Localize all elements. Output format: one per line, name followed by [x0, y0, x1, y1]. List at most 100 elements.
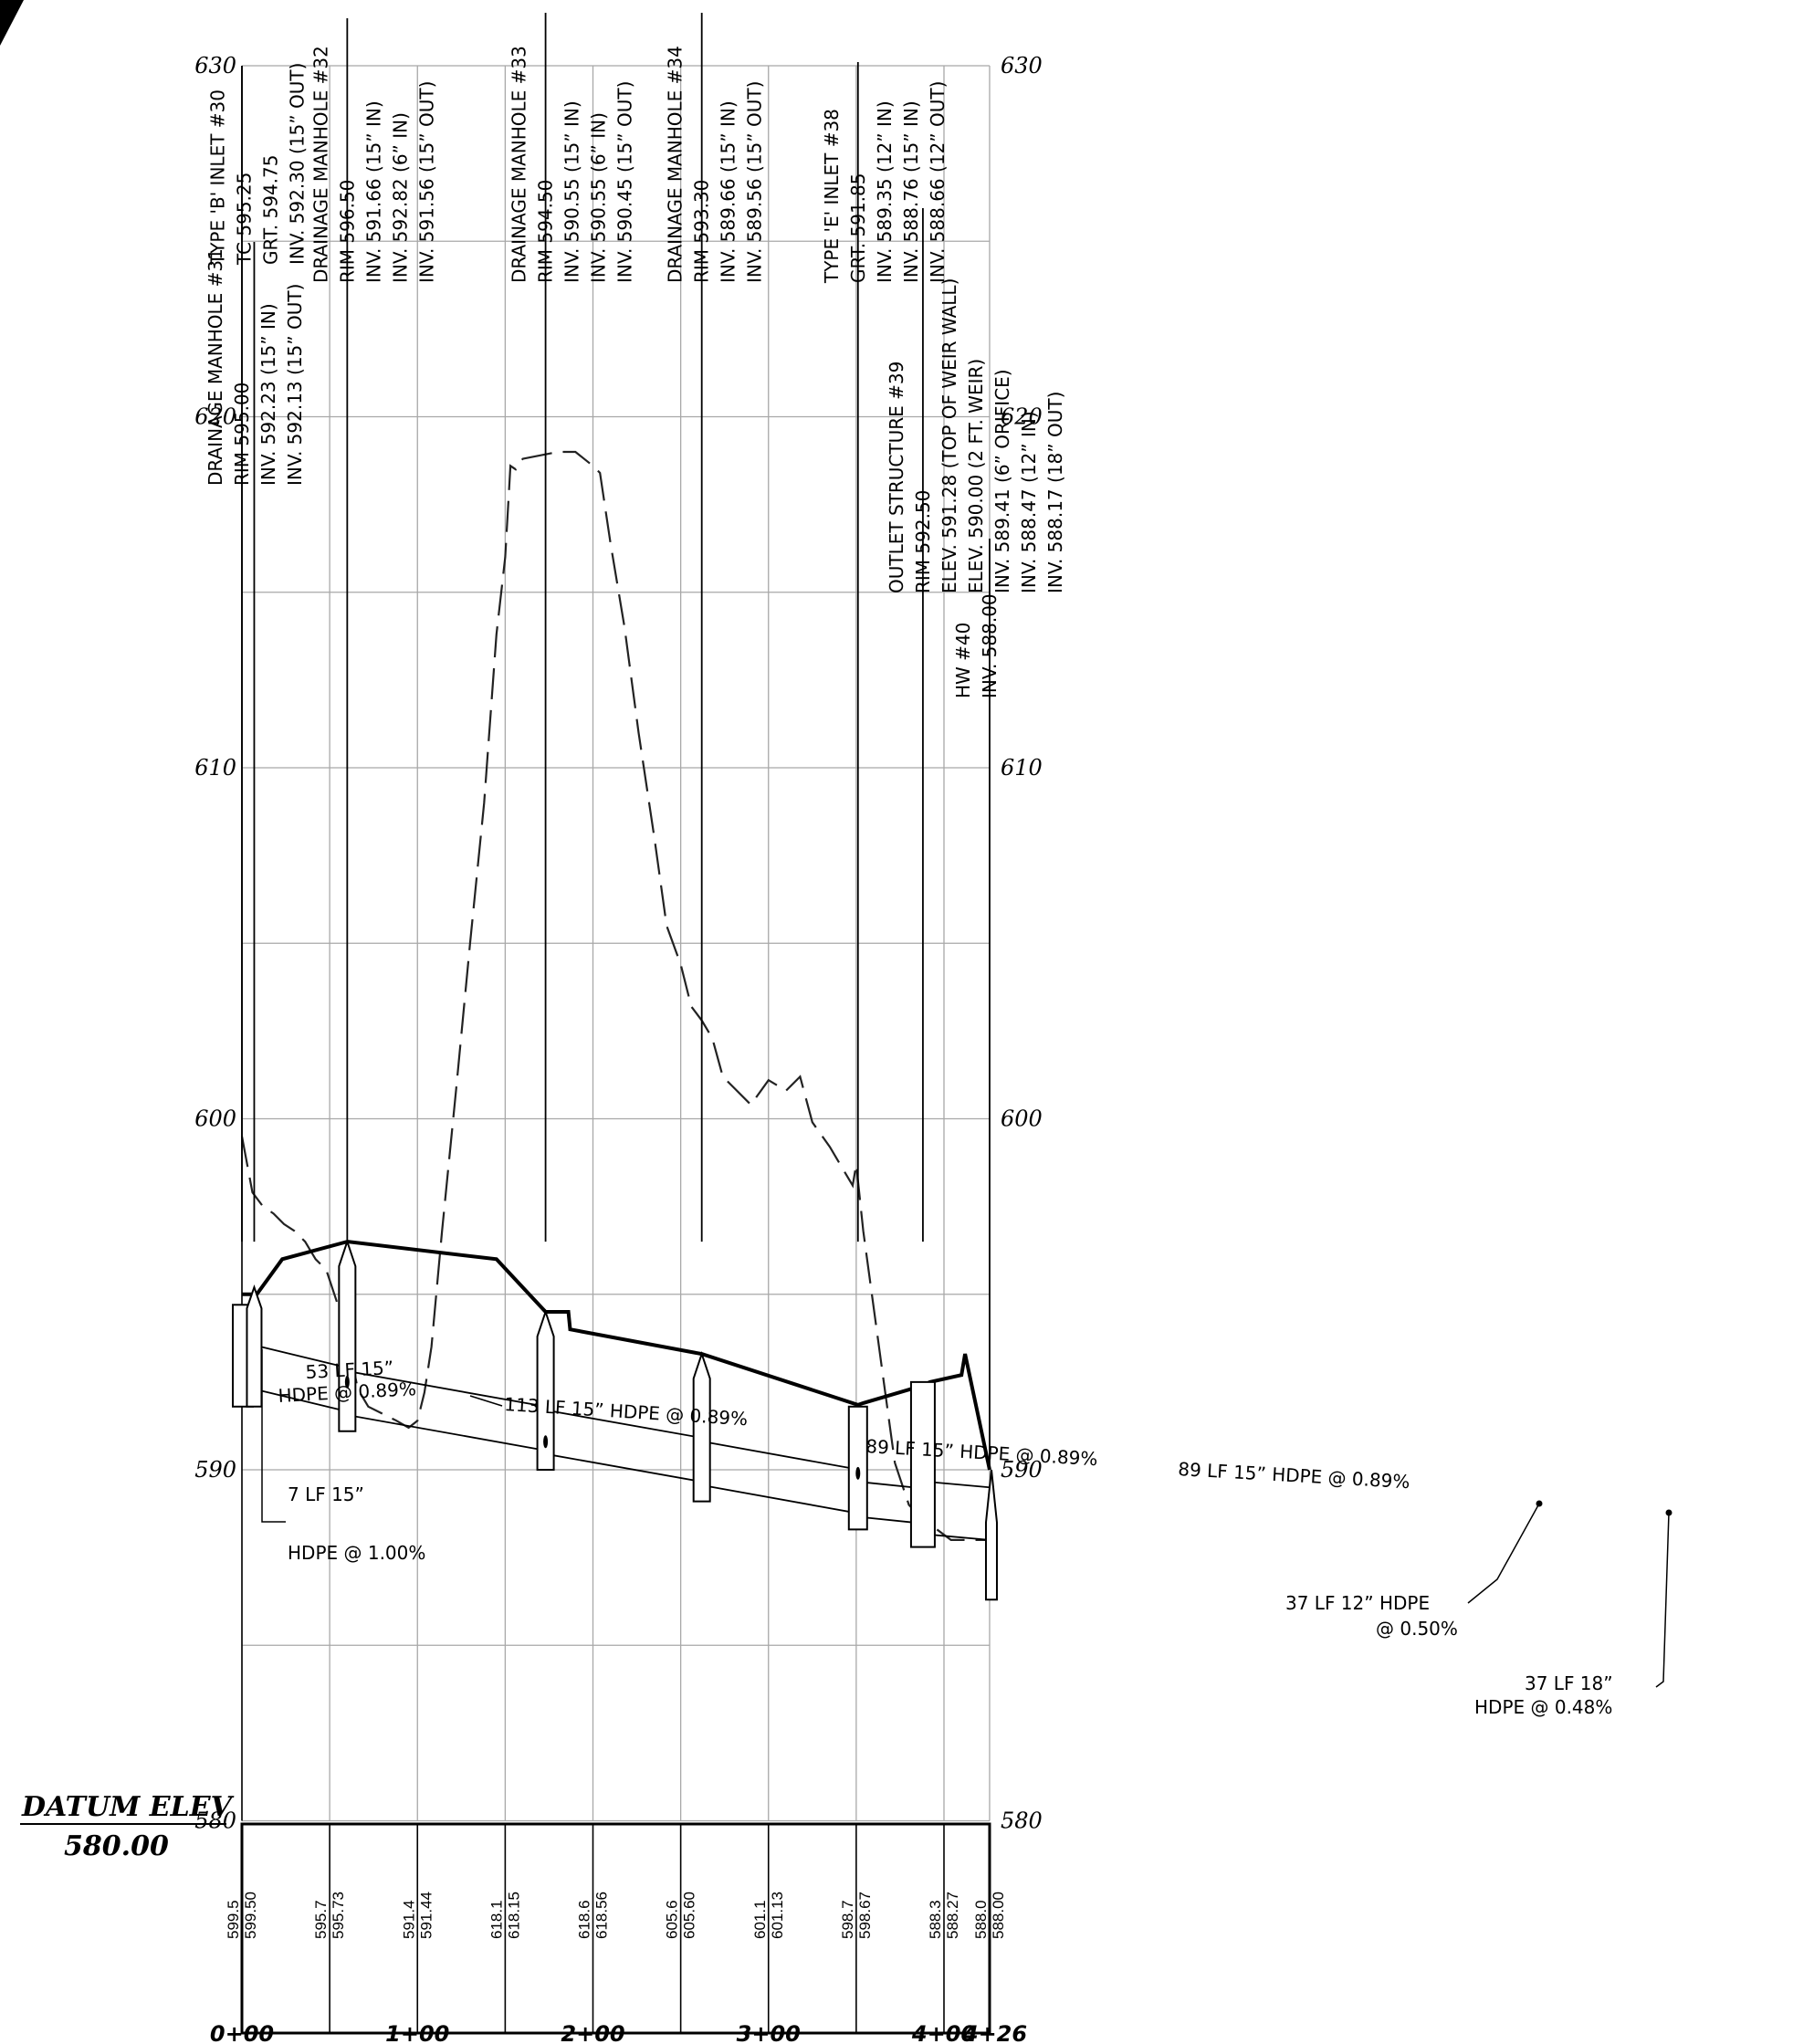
structure-data-line: INV. 588.47 (12” IN)	[1018, 411, 1040, 593]
structure-label: DRAINAGE MANHOLE #33 RIM 594.50 INV. 590.5…	[509, 13, 636, 1242]
structure-outline	[536, 1308, 555, 1471]
elev-label-right: 600	[1001, 1106, 1043, 1132]
grade-proposed-value: 599.50	[242, 1892, 259, 1939]
station-axis: 0+00 1+00 2+00 3+00 4+004+26	[210, 2021, 1027, 2044]
pipe-callout-line2: HDPE @ 0.48%	[1474, 1696, 1612, 1718]
elev-label-left: 590	[194, 1457, 236, 1483]
datum-block: DATUM ELEV 580.00	[20, 1791, 235, 1862]
structure-outline	[984, 1469, 998, 1601]
pipe-crown-line	[254, 1344, 348, 1368]
structure-data-line: ELEV. 590.00 (2 FT. WEIR)	[965, 359, 987, 593]
pipe-callout-line1: 37 LF 12” HDPE	[1285, 1592, 1430, 1614]
structure-name: DRAINAGE MANHOLE #34	[665, 46, 687, 283]
structure-data-line: INV. 592.23 (15” IN)	[257, 303, 279, 486]
orifice-mark	[344, 1375, 350, 1389]
structure-data-line: INV. 588.00	[979, 593, 1001, 698]
structure-outline	[692, 1350, 711, 1503]
pipe-callout-line1: 53 LF 15”	[305, 1357, 394, 1383]
structure-label: TYPE 'E' INLET #38 GRT. 591.85 INV. 589.35…	[821, 62, 949, 1242]
structure-data-line: RIM 595.00	[231, 383, 253, 486]
station-label: 4+26	[962, 2021, 1027, 2044]
pipe-invert-line	[545, 1452, 702, 1483]
grade-table: 599.5 599.50 595.7 595.73 591.4 591.44 618.1 61…	[225, 1822, 1007, 2035]
pipe-callout: 7 LF 15” HDPE @ 1.00%	[288, 1483, 425, 1564]
datum-value: 580.00	[64, 1830, 169, 1862]
elev-label-right: 590	[1001, 1457, 1043, 1483]
manhole-33-body	[536, 1308, 555, 1471]
elev-label-left: 610	[194, 755, 236, 781]
grade-existing-value: 599.5	[225, 1900, 242, 1939]
elev-label-left: 580	[194, 1808, 236, 1834]
structure-outline	[338, 1238, 357, 1432]
grade-existing-value: 601.1	[751, 1900, 769, 1939]
structure-name: TYPE 'E' INLET #38	[821, 109, 843, 284]
structure-label: DRAINAGE MANHOLE #31 RIM 595.00 INV. 592.2…	[204, 66, 306, 1242]
pipe-callout: 37 LF 12” HDPE @ 0.50%	[1285, 1592, 1458, 1640]
station-label: 1+00	[385, 2021, 449, 2044]
structure-data-line: GRT. 594.75	[259, 155, 281, 265]
structure-outline	[246, 1284, 263, 1408]
elev-label-right: 580	[1001, 1808, 1043, 1834]
grade-proposed-value: 588.27	[944, 1892, 961, 1939]
grade-proposed-value: 601.13	[769, 1892, 786, 1939]
callout-leader	[1467, 1503, 1540, 1604]
elev-label-left: 600	[194, 1106, 236, 1132]
structure-label: TYPE 'B' INLET #30 TC 595.25 GRT. 594.75 IN…	[206, 63, 308, 1242]
grade-proposed-value: 598.67	[856, 1892, 874, 1939]
orifice-mark	[543, 1435, 549, 1449]
grade-proposed-value: 591.44	[417, 1892, 435, 1939]
pipe-runs	[241, 1344, 991, 1541]
manhole-34-body	[692, 1350, 711, 1503]
structure-data-line: INV. 591.66 (15” IN)	[362, 100, 384, 283]
pipe-callout-line2: HDPE @ 1.00%	[288, 1542, 425, 1564]
station-label: 4+00	[911, 2021, 976, 2044]
pipe-callout: 53 LF 15”HDPE @ 0.89%	[278, 1357, 416, 1407]
structure-data-line: ELEV. 591.28 (TOP OF WEIR WALL)	[938, 278, 960, 593]
proposed-grade-line	[242, 1240, 991, 1471]
pipe-callout: 37 LF 18”HDPE @ 0.48%	[1474, 1672, 1613, 1718]
structure-data-line: RIM 593.30	[691, 180, 713, 283]
datum-label: DATUM ELEV	[21, 1791, 235, 1823]
corner-triangle	[0, 0, 24, 46]
structure-label: HW #40 INV. 588.00	[952, 539, 1001, 1470]
structure-data-line: INV. 590.45 (15” OUT)	[614, 81, 636, 283]
elev-label-right: 620	[1001, 404, 1043, 430]
callout-leader	[261, 1349, 286, 1523]
grade-proposed-value: 618.15	[505, 1892, 522, 1939]
structure-data-line: INV. 588.66 (12” OUT)	[927, 81, 949, 283]
callout-dot	[1665, 1509, 1672, 1516]
grade-existing-value: 595.7	[312, 1900, 330, 1939]
drainage-structures: DRAINAGE MANHOLE #31 RIM 595.00 INV. 592.2…	[204, 13, 1066, 1601]
pipe-callouts: 53 LF 15”HDPE @ 0.89%113 LF 15” HDPE @ 0…	[261, 1349, 1672, 1718]
structure-label: OUTLET STRUCTURE #39 RIM 592.50 ELEV. 591.…	[886, 208, 1066, 1242]
structure-data-line: INV. 592.82 (6” IN)	[389, 112, 411, 283]
grade-proposed-value: 605.60	[681, 1892, 698, 1939]
grade-existing-value: 598.7	[839, 1900, 856, 1939]
structure-data-line: INV. 589.56 (15” OUT)	[744, 81, 766, 283]
pipe-run	[254, 1344, 348, 1413]
station-label: 0+00	[210, 2021, 274, 2044]
structure-data-line: INV. 592.13 (15” OUT)	[284, 284, 306, 486]
pipe-invert-line	[347, 1414, 546, 1452]
grade-existing-value: 618.1	[488, 1900, 505, 1939]
structure-name: DRAINAGE MANHOLE #31	[204, 248, 226, 486]
structure-data-line: RIM 592.50	[912, 490, 934, 593]
elevation-axis: 630 630 620 620 610 610 600 600 590 590 580 580	[194, 53, 1043, 1834]
elev-label-right: 630	[1001, 53, 1043, 79]
structure-name: DRAINAGE MANHOLE #33	[509, 46, 530, 283]
elev-label-left: 630	[194, 53, 236, 79]
pipe-crown-line	[701, 1440, 858, 1471]
grade-existing-value: 605.6	[664, 1900, 681, 1939]
structure-data-line: INV. 592.30 (15” OUT)	[286, 63, 308, 265]
pipe-run	[545, 1409, 702, 1483]
pipe-callout-line1: 89 LF 15” HDPE @ 0.89%	[1178, 1458, 1410, 1493]
structure-label: DRAINAGE MANHOLE #34 RIM 593.30 INV. 589.6…	[665, 13, 766, 1242]
proposed-grade-path	[242, 1240, 991, 1471]
structure-data-line: INV. 590.55 (15” IN)	[561, 100, 583, 283]
elev-label-right: 610	[1001, 755, 1043, 781]
grade-existing-value: 591.4	[400, 1900, 417, 1939]
structure-data-line: RIM 594.50	[535, 180, 557, 283]
outlet-39-body	[909, 1380, 936, 1548]
structure-data-line: INV. 588.76 (15” IN)	[900, 100, 922, 283]
pipe-crown-line	[347, 1370, 546, 1408]
